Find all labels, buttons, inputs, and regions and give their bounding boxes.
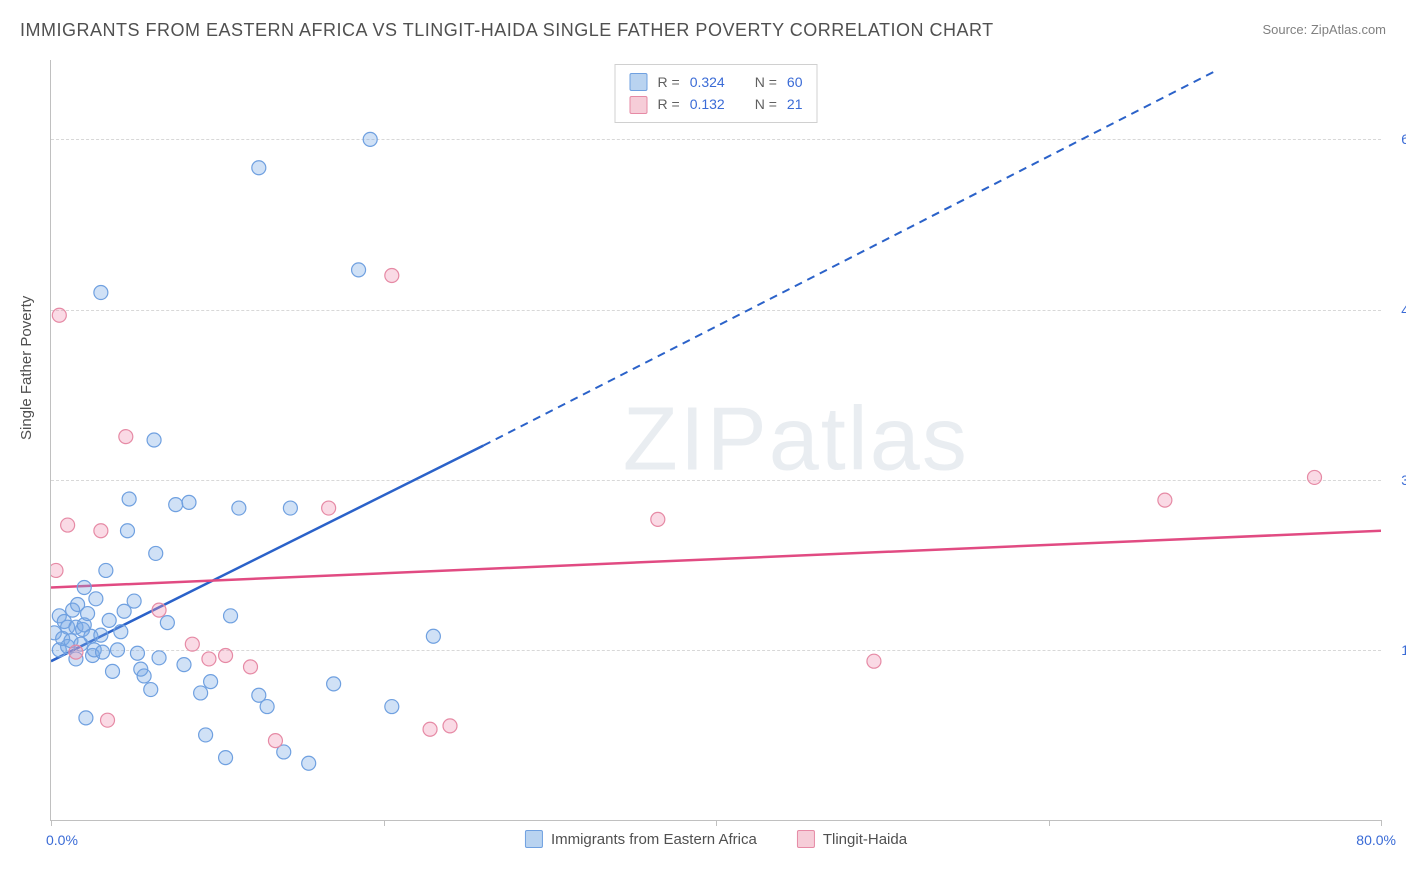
legend-r-value-1: 0.324 — [690, 71, 725, 93]
data-point — [79, 711, 93, 725]
chart-svg — [51, 60, 1381, 820]
y-tick-label: 30.0% — [1386, 472, 1406, 488]
data-point — [160, 616, 174, 630]
data-point — [101, 713, 115, 727]
legend-swatch-2 — [630, 96, 648, 114]
data-point — [423, 722, 437, 736]
legend-series-item-2: Tlingit-Haida — [797, 830, 907, 848]
y-tick-label: 45.0% — [1386, 302, 1406, 318]
legend-bottom-swatch-2 — [797, 830, 815, 848]
legend-stats: R = 0.324 N = 60 R = 0.132 N = 21 — [615, 64, 818, 123]
data-point — [426, 629, 440, 643]
legend-n-label-1: N = — [755, 71, 777, 93]
x-tick-mark — [384, 820, 385, 826]
legend-bottom-swatch-1 — [525, 830, 543, 848]
legend-r-label-1: R = — [658, 71, 680, 93]
data-point — [61, 518, 75, 532]
y-axis-label: Single Father Poverty — [18, 296, 35, 440]
data-point — [149, 546, 163, 560]
chart-title: IMMIGRANTS FROM EASTERN AFRICA VS TLINGI… — [20, 20, 994, 41]
data-point — [96, 645, 110, 659]
data-point — [867, 654, 881, 668]
legend-series-label-1: Immigrants from Eastern Africa — [551, 831, 757, 848]
y-tick-label: 60.0% — [1386, 131, 1406, 147]
data-point — [114, 625, 128, 639]
x-tick-mark — [1049, 820, 1050, 826]
data-point — [81, 607, 95, 621]
data-point — [252, 161, 266, 175]
source-label: Source: ZipAtlas.com — [1262, 22, 1386, 37]
data-point — [127, 594, 141, 608]
data-point — [111, 643, 125, 657]
data-point — [102, 613, 116, 627]
data-point — [152, 651, 166, 665]
data-point — [94, 286, 108, 300]
data-point — [219, 751, 233, 765]
x-tick-min: 0.0% — [46, 832, 78, 848]
data-point — [302, 756, 316, 770]
data-point — [94, 628, 108, 642]
legend-stats-row-1: R = 0.324 N = 60 — [630, 71, 803, 93]
data-point — [89, 592, 103, 606]
data-point — [122, 492, 136, 506]
data-point — [244, 660, 258, 674]
trendline-extrapolated — [483, 71, 1215, 445]
data-point — [51, 563, 63, 577]
data-point — [363, 132, 377, 146]
data-point — [52, 308, 66, 322]
data-point — [120, 524, 134, 538]
x-tick-max: 80.0% — [1356, 832, 1396, 848]
legend-r-label-2: R = — [658, 93, 680, 115]
data-point — [283, 501, 297, 515]
data-point — [99, 563, 113, 577]
data-point — [385, 269, 399, 283]
data-point — [204, 675, 218, 689]
data-point — [177, 658, 191, 672]
legend-swatch-1 — [630, 73, 648, 91]
x-tick-mark — [51, 820, 52, 826]
legend-stats-row-2: R = 0.132 N = 21 — [630, 93, 803, 115]
data-point — [327, 677, 341, 691]
data-point — [152, 603, 166, 617]
data-point — [94, 524, 108, 538]
data-point — [106, 664, 120, 678]
plot-area: ZIPatlas R = 0.324 N = 60 R = 0.132 N = … — [50, 60, 1381, 821]
data-point — [224, 609, 238, 623]
data-point — [137, 669, 151, 683]
data-point — [322, 501, 336, 515]
data-point — [232, 501, 246, 515]
data-point — [130, 646, 144, 660]
legend-series-label-2: Tlingit-Haida — [823, 831, 907, 848]
data-point — [219, 649, 233, 663]
legend-series-item-1: Immigrants from Eastern Africa — [525, 830, 757, 848]
data-point — [169, 498, 183, 512]
data-point — [268, 734, 282, 748]
data-point — [147, 433, 161, 447]
x-tick-mark — [1381, 820, 1382, 826]
data-point — [185, 637, 199, 651]
data-point — [69, 645, 83, 659]
data-point — [352, 263, 366, 277]
data-point — [202, 652, 216, 666]
y-tick-label: 15.0% — [1386, 642, 1406, 658]
legend-series: Immigrants from Eastern Africa Tlingit-H… — [515, 830, 917, 848]
legend-r-value-2: 0.132 — [690, 93, 725, 115]
data-point — [194, 686, 208, 700]
data-point — [443, 719, 457, 733]
legend-n-value-2: 21 — [787, 93, 803, 115]
data-point — [260, 700, 274, 714]
data-point — [199, 728, 213, 742]
data-point — [144, 683, 158, 697]
trendline — [51, 531, 1381, 588]
data-point — [651, 512, 665, 526]
data-point — [385, 700, 399, 714]
data-point — [119, 430, 133, 444]
data-point — [1158, 493, 1172, 507]
x-tick-mark — [716, 820, 717, 826]
data-point — [1308, 470, 1322, 484]
legend-n-label-2: N = — [755, 93, 777, 115]
data-point — [77, 580, 91, 594]
data-point — [182, 495, 196, 509]
legend-n-value-1: 60 — [787, 71, 803, 93]
